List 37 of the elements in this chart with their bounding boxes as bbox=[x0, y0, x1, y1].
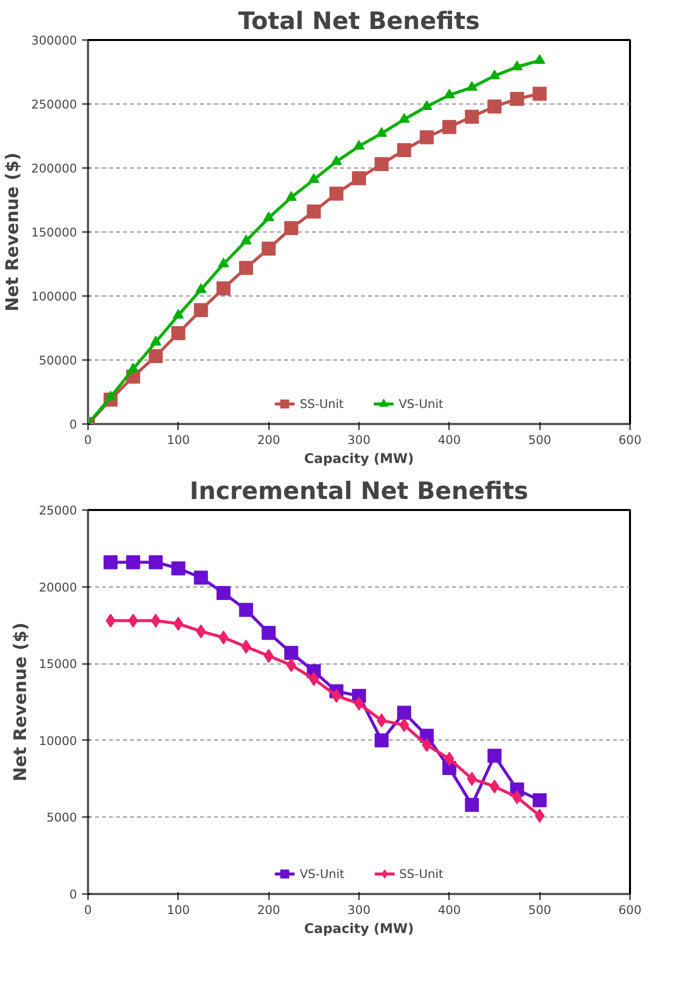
x-tick-label: 500 bbox=[528, 903, 552, 917]
y-tick-label: 200000 bbox=[31, 162, 78, 176]
legend-label: VS-Unit bbox=[300, 867, 344, 881]
y-axis-title: Net Revenue ($) bbox=[3, 152, 24, 312]
y-tick-label: 20000 bbox=[38, 580, 78, 594]
legend-label: SS-Unit bbox=[300, 397, 344, 411]
x-tick-label: 300 bbox=[348, 903, 370, 917]
y-tick-label: 50000 bbox=[38, 354, 78, 368]
y-tick-label: 0 bbox=[69, 888, 78, 902]
y-tick-label: 10000 bbox=[38, 734, 78, 748]
x-tick-label: 300 bbox=[348, 433, 370, 447]
y-tick-label: 250000 bbox=[31, 98, 78, 112]
y-tick-label: 25000 bbox=[38, 504, 78, 518]
x-tick-label: 0 bbox=[84, 433, 92, 447]
x-tick-label: 600 bbox=[618, 433, 642, 447]
legend-label: SS-Unit bbox=[399, 867, 444, 881]
x-tick-label: 400 bbox=[438, 433, 461, 447]
x-axis-title: Capacity (MW) bbox=[304, 452, 414, 467]
x-axis-title: Capacity (MW) bbox=[304, 922, 414, 937]
y-axis-title: Net Revenue ($) bbox=[10, 622, 31, 782]
chart-title: Incremental Net Benefits bbox=[190, 477, 528, 505]
y-tick-label: 300000 bbox=[31, 34, 78, 48]
x-tick-label: 0 bbox=[84, 903, 92, 917]
x-tick-label: 400 bbox=[438, 903, 461, 917]
y-tick-label: 0 bbox=[69, 418, 78, 432]
x-tick-label: 600 bbox=[618, 903, 642, 917]
x-tick-label: 200 bbox=[257, 903, 280, 917]
x-tick-label: 200 bbox=[257, 433, 280, 447]
y-tick-label: 5000 bbox=[46, 810, 78, 825]
y-tick-label: 150000 bbox=[31, 226, 78, 240]
chart-title: Total Net Benefits bbox=[238, 7, 480, 35]
x-tick-label: 100 bbox=[166, 433, 190, 447]
x-tick-label: 500 bbox=[528, 433, 552, 447]
x-tick-label: 100 bbox=[166, 903, 190, 917]
y-tick-label: 100000 bbox=[31, 290, 78, 304]
y-tick-label: 15000 bbox=[38, 657, 78, 672]
legend-label: VS-Unit bbox=[398, 397, 444, 411]
